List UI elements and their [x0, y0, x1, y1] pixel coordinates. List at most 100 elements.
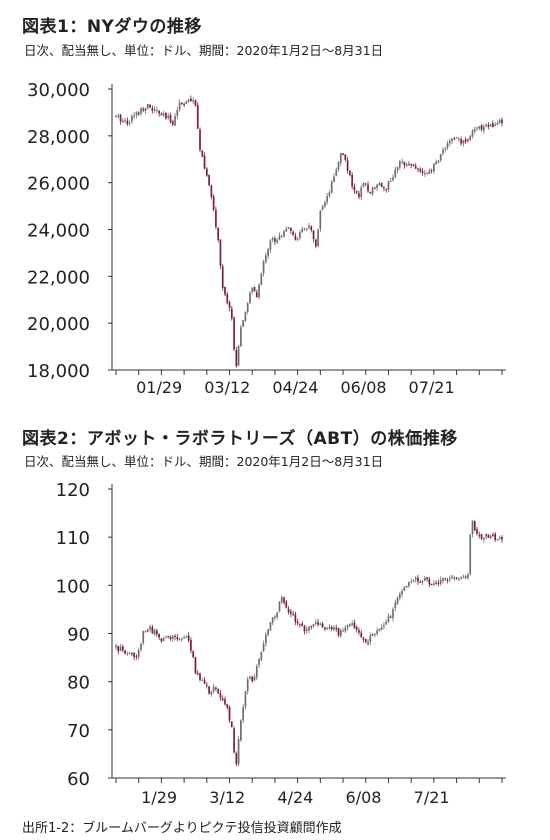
candle-body	[178, 102, 181, 110]
candle-body	[324, 202, 326, 207]
candle-body	[394, 169, 397, 178]
candle-body	[367, 642, 369, 644]
candle-body	[319, 623, 322, 625]
candle-body	[165, 636, 167, 638]
candle-body	[158, 633, 160, 638]
candle-body	[194, 657, 197, 674]
candle-body	[221, 266, 224, 289]
candle-body	[487, 124, 490, 127]
candle-body	[131, 115, 133, 122]
candle-body	[480, 534, 483, 539]
candle-body	[283, 597, 285, 603]
candle-body	[494, 124, 497, 127]
candle-body	[260, 652, 263, 660]
candle-body	[135, 112, 138, 116]
candle-body	[251, 287, 254, 292]
candle-body	[294, 614, 297, 623]
candle-body	[314, 239, 317, 247]
candle-body	[267, 629, 269, 635]
candle-body	[192, 100, 195, 102]
candle-body	[126, 120, 129, 125]
candle-body	[210, 691, 213, 695]
candle-body	[115, 645, 117, 648]
candle-body	[224, 699, 226, 705]
candle-body	[215, 209, 217, 228]
candle-body	[385, 189, 388, 191]
candle-body	[442, 149, 444, 154]
candle-body	[212, 196, 215, 210]
y-tick-label: 60	[67, 769, 90, 790]
candle-body	[321, 206, 324, 210]
candle-body	[240, 720, 242, 741]
candle-body	[285, 228, 288, 232]
x-tick-label: 3/12	[209, 788, 245, 807]
candle-body	[476, 529, 478, 534]
candle-body	[201, 680, 204, 682]
candle-body	[121, 120, 124, 123]
candle-body	[337, 627, 340, 636]
candle-body	[485, 534, 487, 537]
candle-body	[265, 634, 267, 644]
candle-body	[360, 632, 363, 637]
y-tick-label: 26,000	[27, 174, 90, 195]
candle-body	[262, 644, 265, 652]
candle-body	[121, 646, 124, 651]
candle-body	[423, 577, 426, 581]
candle-body	[280, 597, 283, 603]
candle-body	[458, 138, 460, 140]
candle-body	[453, 577, 456, 579]
candle-body	[140, 643, 142, 651]
chart2-abt-candlestick: 120 110 100 90 80 70 60 1/29 3/12 4/24 6/08 7/21	[56, 480, 506, 807]
candle-body	[301, 229, 304, 233]
candle-body	[376, 184, 378, 189]
candle-body	[203, 155, 206, 169]
candle-body	[326, 196, 329, 203]
candle-body	[476, 127, 478, 129]
candle-body	[230, 308, 233, 319]
candle-body	[487, 534, 490, 538]
candle-body	[156, 110, 158, 112]
candle-body	[351, 623, 353, 626]
candle-body	[169, 114, 172, 123]
candle-body	[496, 539, 499, 541]
candle-body	[289, 611, 292, 614]
candle-body	[242, 320, 245, 327]
candle-body	[312, 624, 315, 627]
candle-body	[433, 583, 435, 585]
candle-body	[131, 653, 133, 655]
candle-body	[451, 138, 453, 142]
candle-body	[199, 673, 201, 680]
candle-body	[373, 188, 376, 190]
candle-body	[369, 635, 372, 642]
candle-body	[249, 676, 251, 679]
candle-body	[287, 227, 290, 229]
candle-body	[296, 238, 299, 240]
y-tick-label: 70	[67, 721, 90, 742]
y-tick-label: 80	[67, 673, 90, 694]
candle-body	[367, 184, 369, 192]
candle-body	[124, 650, 126, 654]
candle-body	[187, 635, 190, 641]
y-tick-label: 100	[56, 576, 90, 597]
candle-body	[305, 629, 308, 631]
candle-body	[183, 637, 185, 639]
candle-body	[473, 521, 476, 531]
candle-body	[494, 533, 497, 540]
candle-body	[364, 639, 367, 642]
candle-body	[482, 126, 485, 131]
candle-body	[187, 99, 190, 102]
candle-body	[501, 119, 503, 124]
x-tick-label: 01/29	[136, 378, 182, 397]
candle-body	[246, 303, 249, 312]
candle-body	[464, 139, 467, 142]
candle-body	[192, 651, 195, 658]
candle-body	[228, 706, 231, 721]
candle-body	[158, 110, 160, 114]
candle-body	[217, 227, 220, 241]
candle-body	[146, 630, 149, 632]
candle-body	[378, 629, 381, 632]
candle-body	[489, 535, 492, 539]
candle-body	[303, 228, 306, 230]
candle-body	[133, 652, 136, 657]
candle-body	[196, 104, 199, 129]
